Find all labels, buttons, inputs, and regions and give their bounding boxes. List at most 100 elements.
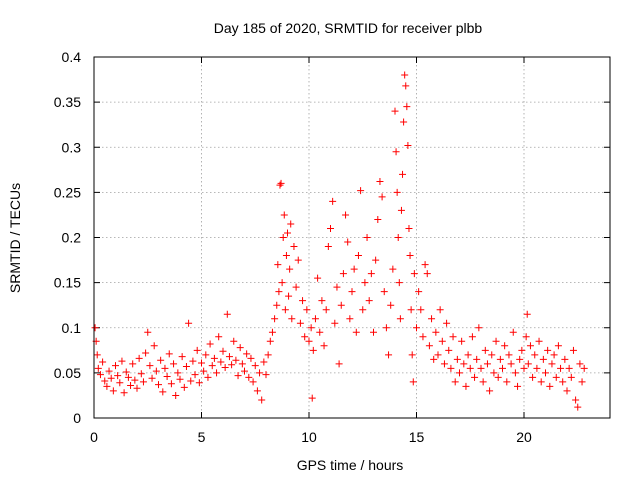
data-point xyxy=(165,350,173,358)
data-point xyxy=(146,362,154,370)
data-point xyxy=(180,383,188,391)
data-point xyxy=(539,355,547,363)
data-point xyxy=(286,265,294,273)
data-point xyxy=(380,288,388,296)
data-point xyxy=(410,270,418,278)
data-point xyxy=(305,337,313,345)
data-point xyxy=(262,371,270,379)
data-point xyxy=(537,378,545,386)
data-point xyxy=(523,310,531,318)
data-point xyxy=(176,375,184,383)
data-point xyxy=(129,360,137,368)
data-point xyxy=(266,337,274,345)
y-tick-label: 0.15 xyxy=(54,275,81,291)
data-point xyxy=(280,211,288,219)
data-point xyxy=(477,364,485,372)
data-point xyxy=(301,333,309,341)
data-point xyxy=(260,358,268,366)
data-point xyxy=(296,319,304,327)
data-point xyxy=(118,357,126,365)
data-point xyxy=(342,211,350,219)
data-point xyxy=(576,360,584,368)
data-point xyxy=(460,360,468,368)
data-point xyxy=(284,229,291,237)
data-point xyxy=(499,364,506,372)
data-point xyxy=(557,364,565,372)
x-tick-label: 20 xyxy=(516,429,532,445)
data-point xyxy=(505,351,513,359)
data-point xyxy=(574,403,582,411)
data-point xyxy=(282,252,290,260)
data-point xyxy=(200,367,208,375)
data-point xyxy=(285,292,293,300)
data-point xyxy=(99,358,107,366)
data-point xyxy=(453,355,461,363)
data-point xyxy=(372,256,380,264)
data-point xyxy=(279,234,287,241)
y-axis: 0 0.05 0.1 0.15 0.2 0.25 0.3 0.35 0.4 xyxy=(54,49,610,426)
data-point xyxy=(400,118,408,126)
data-point xyxy=(327,224,334,232)
data-point xyxy=(464,351,472,359)
data-point xyxy=(245,373,253,381)
data-point xyxy=(451,378,459,386)
data-point xyxy=(109,387,117,395)
data-point xyxy=(417,306,425,314)
data-point xyxy=(520,364,528,372)
data-point xyxy=(292,283,300,291)
data-point xyxy=(393,188,401,196)
data-point xyxy=(150,342,158,350)
data-point xyxy=(533,364,541,372)
data-points xyxy=(91,71,588,411)
data-point xyxy=(479,378,487,386)
data-point xyxy=(191,371,199,379)
data-point xyxy=(243,350,251,358)
data-point xyxy=(287,220,295,228)
data-point xyxy=(107,374,115,382)
data-point xyxy=(329,197,337,205)
data-point xyxy=(456,369,463,377)
data-point xyxy=(178,353,186,361)
data-point xyxy=(447,364,455,372)
data-point xyxy=(406,252,414,260)
data-point xyxy=(278,279,286,287)
data-point xyxy=(428,315,436,323)
data-point xyxy=(275,288,283,296)
data-point xyxy=(311,315,319,323)
data-point xyxy=(91,324,99,332)
data-point xyxy=(114,372,122,380)
data-point xyxy=(494,373,502,381)
data-point xyxy=(122,368,130,376)
data-point xyxy=(105,367,113,375)
data-point xyxy=(221,363,229,371)
data-point xyxy=(276,181,284,189)
data-point xyxy=(483,360,491,368)
x-tick-label: 10 xyxy=(301,429,317,445)
data-point xyxy=(402,82,410,90)
data-point xyxy=(288,315,296,323)
data-point xyxy=(535,337,543,345)
data-point xyxy=(395,279,403,287)
data-point xyxy=(511,369,519,377)
data-point xyxy=(174,369,182,377)
y-tick-label: 0 xyxy=(73,410,81,426)
data-point xyxy=(335,360,343,368)
data-point xyxy=(578,378,586,386)
x-tick-label: 15 xyxy=(409,429,425,445)
data-point xyxy=(228,361,236,369)
data-point xyxy=(101,377,109,385)
data-point xyxy=(440,360,448,368)
data-point xyxy=(554,342,562,350)
data-point xyxy=(148,374,156,382)
data-point xyxy=(124,373,132,381)
data-point xyxy=(432,328,440,336)
data-point xyxy=(409,378,417,386)
data-point xyxy=(572,396,580,404)
data-point xyxy=(281,306,289,314)
data-point xyxy=(96,371,104,379)
data-point xyxy=(238,360,246,368)
data-point xyxy=(468,333,476,341)
data-point xyxy=(346,315,354,323)
data-point xyxy=(387,301,395,309)
y-tick-label: 0.4 xyxy=(62,49,82,65)
